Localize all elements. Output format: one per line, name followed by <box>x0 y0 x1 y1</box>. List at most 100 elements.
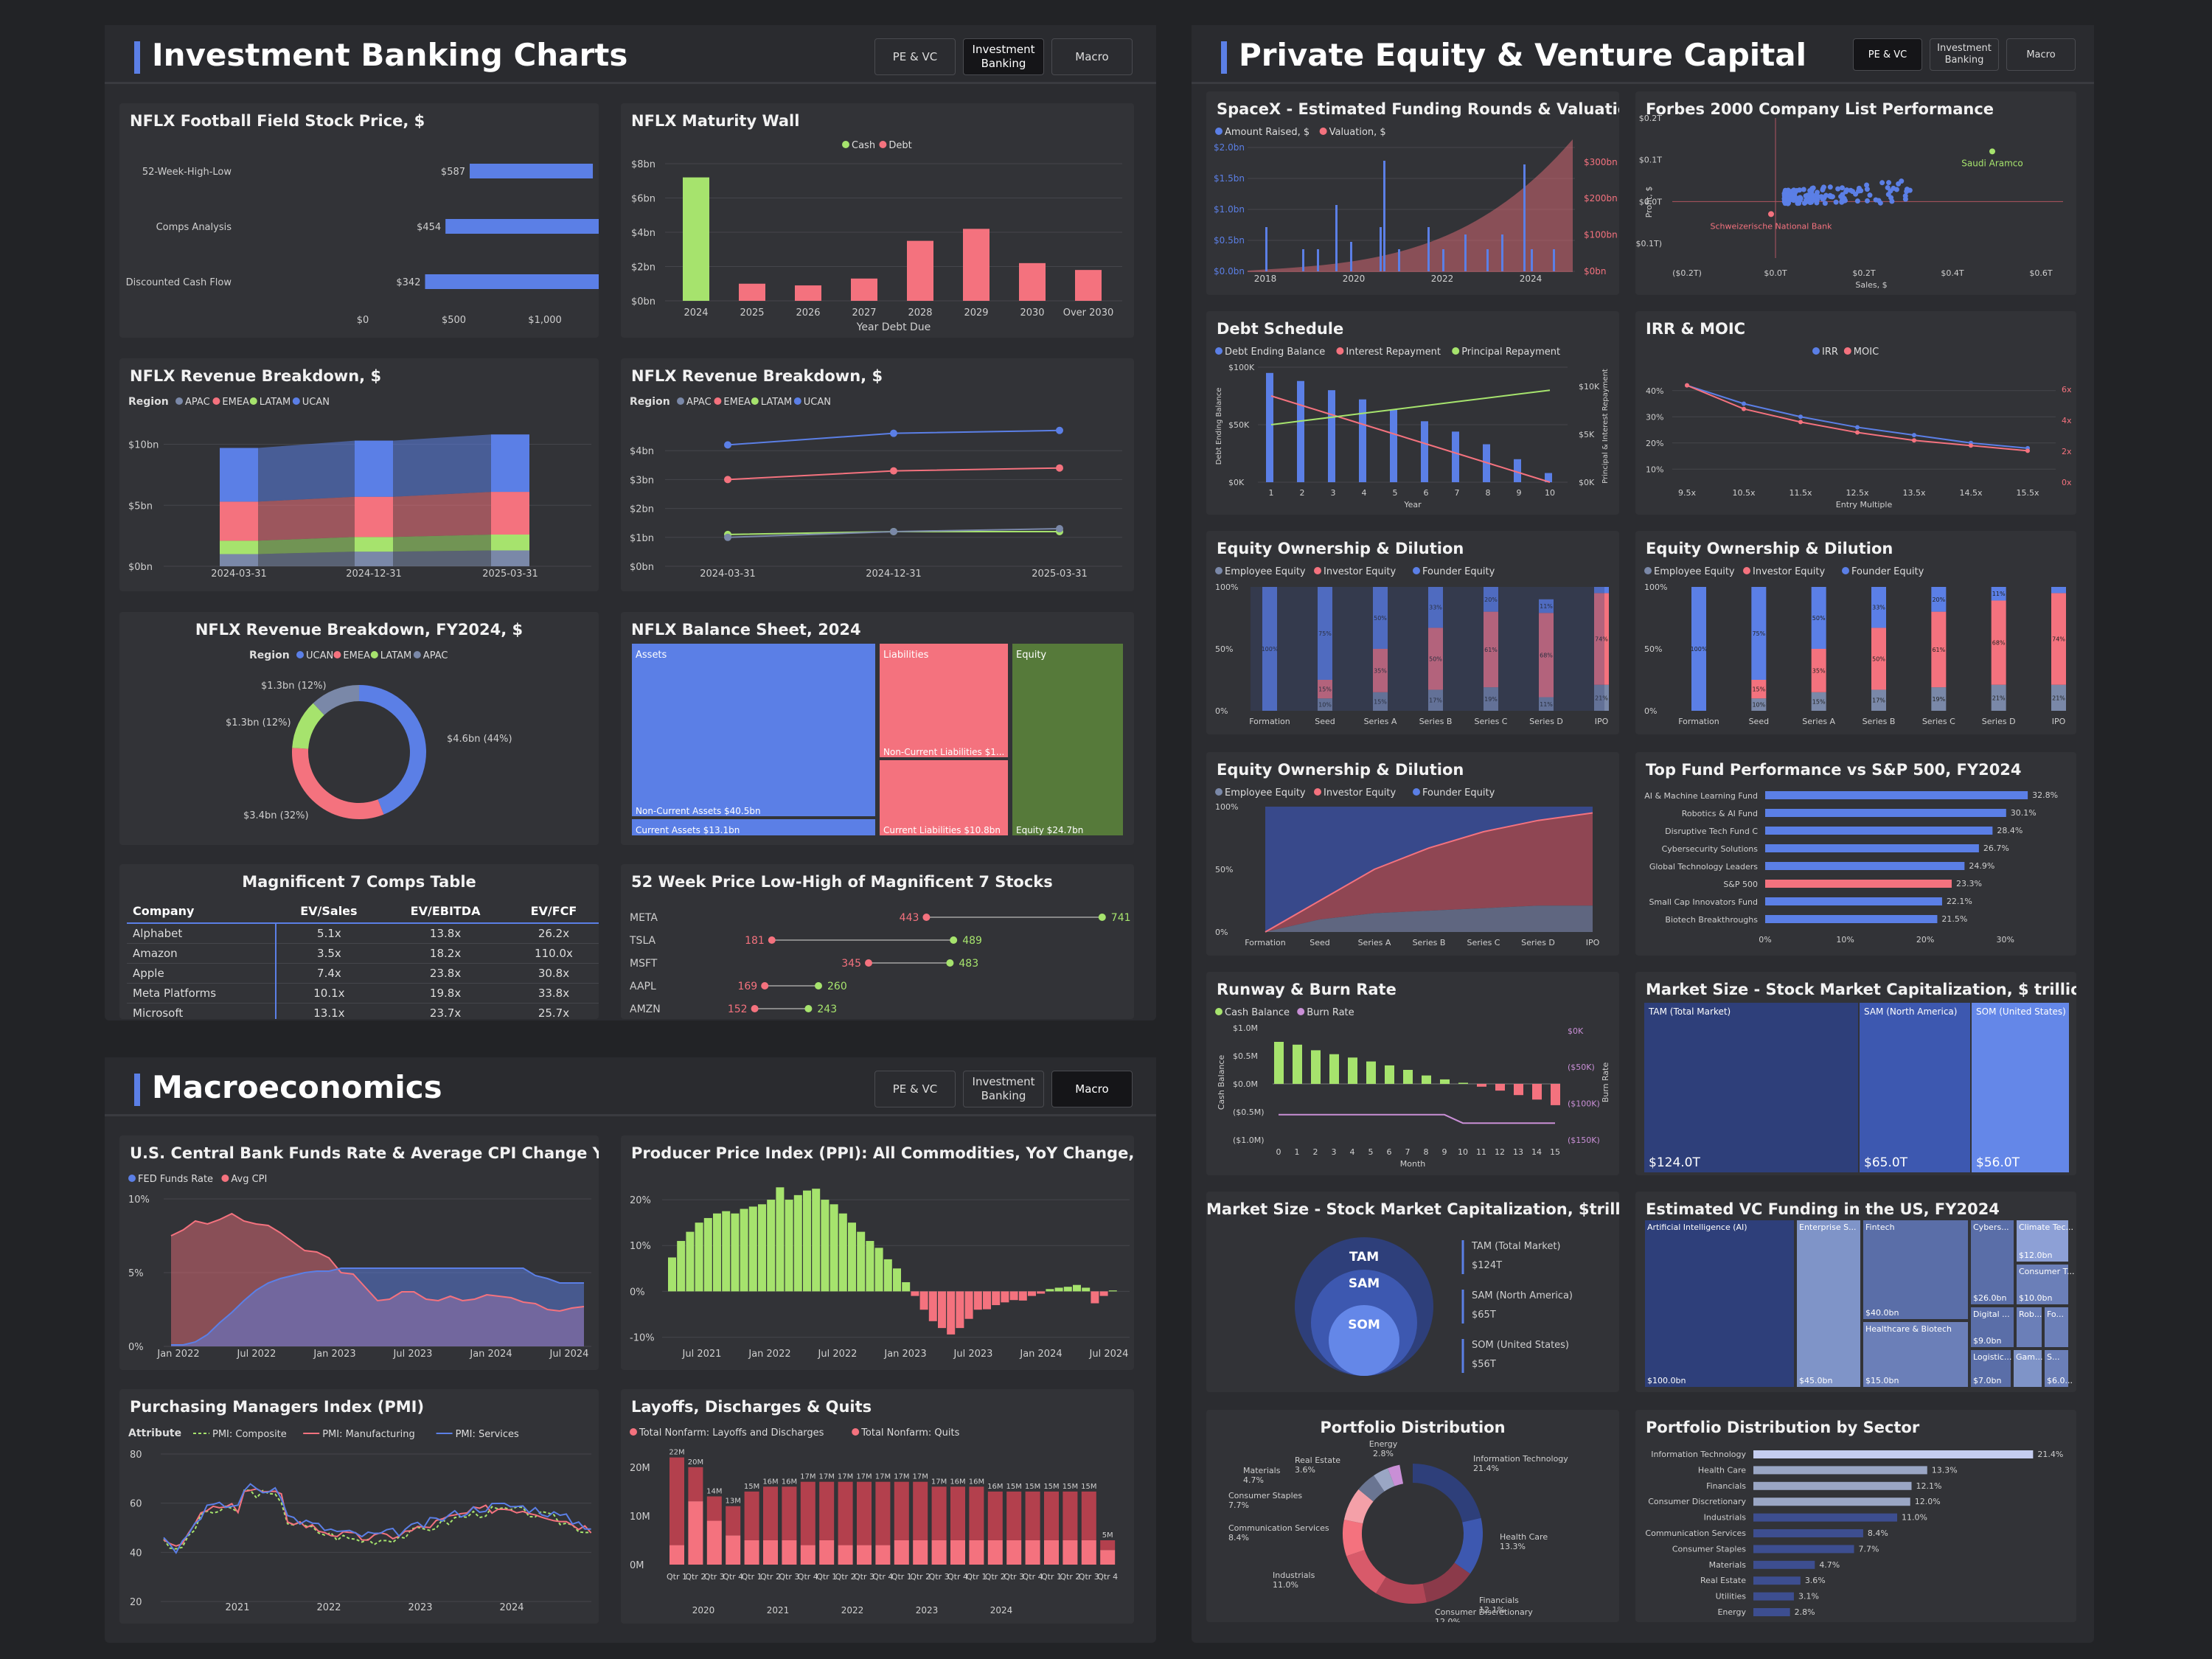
nav-investment-banking-button[interactable]: Investment Banking <box>963 1071 1044 1107</box>
layoffs-bar <box>1100 1550 1116 1565</box>
table-row: Microsoft 13.1x 23.7x 25.7x <box>127 1003 599 1019</box>
equity-segment <box>1691 587 1706 711</box>
high-point <box>804 1005 813 1012</box>
balance-bar <box>1452 431 1459 482</box>
ribbon-bg <box>1251 587 1604 711</box>
quits-bar <box>838 1481 853 1545</box>
company-point <box>1854 198 1860 204</box>
column-header[interactable]: EV/FCF <box>508 900 599 924</box>
tile-label: Gam... <box>2016 1352 2042 1362</box>
y-tick-right: 2x <box>2062 447 2072 456</box>
category-label: Materials <box>1709 1560 1747 1570</box>
total-label: 20M <box>688 1458 703 1467</box>
data-point <box>1912 433 1916 438</box>
sector-bar <box>1753 1529 1863 1537</box>
slice-value: 21.4% <box>1473 1464 1499 1473</box>
ppi-bar <box>992 1291 1001 1306</box>
x-tick: Qtr 1 <box>1041 1572 1062 1582</box>
funding-bar <box>1302 249 1304 271</box>
nav-macro-button[interactable]: Macro <box>2006 38 2076 71</box>
tile-label: TAM (Total Market) <box>1648 1006 1731 1017</box>
cash-bar <box>1366 1061 1376 1084</box>
nav-pe-vc-button[interactable]: PE & VC <box>1853 38 1922 71</box>
quits-bar <box>950 1486 965 1540</box>
sector-bar <box>1753 1450 2034 1458</box>
x-tick: 2030 <box>1020 307 1044 319</box>
column-header[interactable]: EV/EBITDA <box>382 900 509 924</box>
nav-investment-banking-button[interactable]: Investment Banking <box>1930 38 1999 71</box>
x-tick: 2025-03-31 <box>482 568 538 580</box>
total-label: 14M <box>706 1487 722 1495</box>
high-label: 741 <box>1111 912 1131 924</box>
cash-bar <box>1329 1054 1339 1084</box>
tile-label: Logistic... <box>1973 1352 2011 1362</box>
x-tick: Jul 2024 <box>549 1349 589 1360</box>
funding-bar <box>1553 249 1555 271</box>
company-point <box>1879 180 1885 186</box>
low-point <box>768 936 776 944</box>
forbes-chart: ($0.1T) $0.0T $0.1T $0.2T ($0.2T) $0.0T $0.2T $… <box>1635 114 2063 290</box>
x-tick: Series A <box>1358 938 1391 947</box>
pmi-line <box>163 1483 591 1554</box>
range-bar <box>425 274 599 289</box>
y-tick: $0K <box>1228 478 1245 487</box>
treemap-tile <box>1862 1321 1969 1388</box>
cash-bar <box>1274 1042 1284 1084</box>
ppi-bar <box>668 1257 676 1292</box>
segment-label: 74% <box>1595 636 1608 643</box>
x-tick: Qtr 3 <box>929 1572 950 1582</box>
y-tick: $0bn <box>631 296 655 307</box>
nav-pe-vc-button[interactable]: PE & VC <box>874 38 956 75</box>
total-label: 17M <box>931 1478 947 1486</box>
cash-bar <box>1495 1084 1505 1091</box>
table-cell: 3.5x <box>275 943 383 964</box>
x-tick: 12 <box>1495 1147 1505 1157</box>
equity-segment <box>2051 593 2066 685</box>
legend-marker <box>212 397 220 405</box>
y-tick: 100% <box>1215 802 1238 812</box>
funding-bar <box>1317 249 1319 271</box>
nav-investment-banking-button[interactable]: Investment Banking <box>963 38 1044 75</box>
company-point <box>1815 189 1820 195</box>
category-label: 52-Week-High-Low <box>142 167 232 178</box>
ib-panel-title: Investment Banking Charts <box>134 37 627 74</box>
column-header[interactable]: Company <box>127 900 276 924</box>
segment-label: 17% <box>1872 698 1885 704</box>
segment-label: 20% <box>1484 597 1498 603</box>
data-point <box>724 533 731 541</box>
mktsize1-chart: TAM (Total Market) $124.0T SAM (North Amer… <box>1644 1003 2069 1172</box>
nav-macro-button[interactable]: Macro <box>1051 38 1133 75</box>
funding-bar <box>1335 205 1338 271</box>
x-tick: 7 <box>1455 488 1460 498</box>
pe-header: Private Equity & Venture Capital PE & VC… <box>1192 25 2094 84</box>
donut-slice <box>1454 1517 1483 1574</box>
ppi-bar <box>1054 1287 1063 1292</box>
tile-label: Current Assets $13.1bn <box>636 825 740 835</box>
vcfund-chart: Artificial Intelligence (AI) $100.0bn Ente… <box>1644 1219 2075 1388</box>
equity-segment <box>1318 587 1332 680</box>
y-tick: 50% <box>1215 644 1233 654</box>
quits-bar <box>857 1481 872 1545</box>
y-tick: $0.5bn <box>1214 235 1245 246</box>
rev1-title: NFLX Revenue Breakdown, $ <box>130 367 382 385</box>
y-tick: 20% <box>1646 439 1663 448</box>
layoffs-bar <box>763 1540 778 1565</box>
nav-macro-button[interactable]: Macro <box>1051 1071 1133 1107</box>
legend-item: Burn Rate <box>1307 1007 1354 1018</box>
legend-marker <box>296 651 304 658</box>
ppi-bar <box>677 1241 686 1292</box>
quits-bar <box>744 1491 759 1540</box>
circle-label: SAM <box>1349 1276 1380 1291</box>
football-card: NFLX Football Field Stock Price, $ $0 $500… <box>119 103 599 338</box>
quits-bar <box>763 1486 778 1540</box>
nav-pe-vc-button[interactable]: PE & VC <box>874 1071 956 1107</box>
x-tick: Qtr 1 <box>966 1572 987 1582</box>
company-point <box>1844 187 1850 193</box>
column-header[interactable]: EV/Sales <box>275 900 383 924</box>
equity-segment <box>1484 587 1498 612</box>
x-tick: 13 <box>1513 1147 1523 1157</box>
segment-label: 15% <box>1752 686 1765 693</box>
slice-label: Communication Services <box>1228 1523 1329 1533</box>
x-tick: Qtr 2 <box>985 1572 1006 1582</box>
treemap-tile <box>1969 1349 2012 1388</box>
